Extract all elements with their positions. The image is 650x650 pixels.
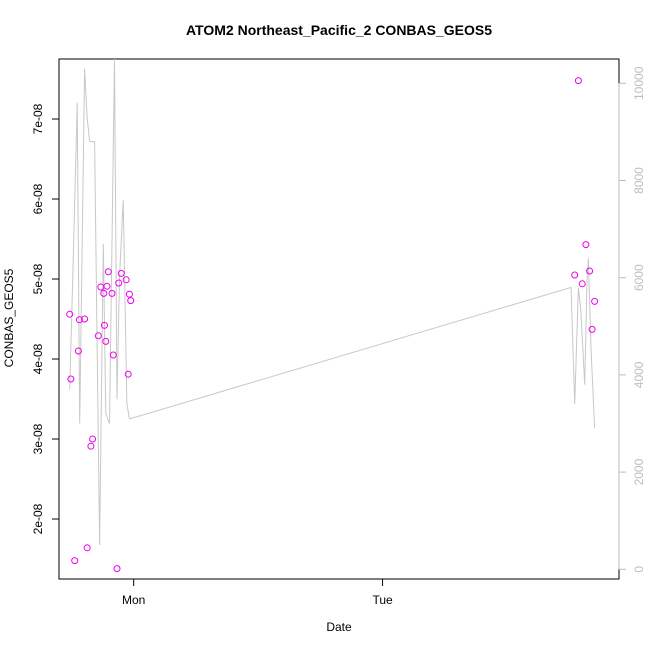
data-point [586, 267, 594, 275]
data-point [117, 269, 125, 277]
y-axis-right: 0 2000 4000 6000 8000 10000 [618, 66, 646, 573]
plot-frame [58, 58, 620, 580]
data-point [127, 297, 135, 305]
data-point [83, 544, 91, 552]
data-point [103, 282, 111, 290]
data-point [74, 347, 82, 355]
y-axis-left: 2e-08 3e-08 4e-08 5e-08 6e-08 7e-08 [31, 103, 60, 534]
x-tick-label: Tue [372, 593, 393, 607]
point-series [66, 77, 599, 573]
data-point [87, 442, 95, 450]
chart-title: ATOM2 Northeast_Pacific_2 CONBAS_GEOS5 [186, 22, 492, 38]
data-point [89, 435, 97, 443]
data-point [124, 370, 132, 378]
data-point [108, 289, 116, 297]
data-point [67, 375, 75, 383]
y-tick-label-right: 8000 [632, 167, 646, 194]
y-tick-label-right: 0 [632, 566, 646, 573]
data-point [102, 337, 110, 345]
data-point [574, 77, 582, 85]
y-tick-label-left: 3e-08 [31, 423, 45, 454]
data-point [115, 279, 123, 287]
data-point [94, 332, 102, 340]
y-tick-label-left: 2e-08 [31, 503, 45, 534]
y-tick-label-right: 4000 [632, 361, 646, 388]
x-axis-label: Date [326, 620, 352, 634]
y-tick-label-right: 2000 [632, 458, 646, 485]
line-series-path [69, 58, 596, 546]
data-point [81, 315, 89, 323]
data-point [578, 280, 586, 288]
data-point [582, 241, 590, 249]
y-tick-label-left: 5e-08 [31, 263, 45, 294]
data-point [113, 565, 121, 573]
y-tick-label-right: 6000 [632, 264, 646, 291]
data-point [104, 268, 112, 276]
x-tick-label: Mon [122, 593, 145, 607]
data-point [100, 289, 108, 297]
data-point [588, 325, 596, 333]
y-tick-label-left: 7e-08 [31, 103, 45, 134]
data-point [66, 310, 74, 318]
data-point [571, 271, 579, 279]
line-series [69, 58, 596, 546]
data-point [109, 351, 117, 359]
data-point [122, 276, 130, 284]
y-tick-label-left: 4e-08 [31, 343, 45, 374]
data-point [101, 321, 108, 329]
x-axis: Mon Tue [122, 578, 393, 607]
data-point [75, 316, 83, 324]
y-tick-label-left: 6e-08 [31, 183, 45, 214]
data-point [71, 557, 79, 565]
y-tick-label-right: 10000 [632, 66, 646, 100]
data-point [591, 297, 599, 305]
data-point [125, 290, 133, 298]
y-axis-label: CONBAS_GEOS5 [2, 268, 16, 367]
